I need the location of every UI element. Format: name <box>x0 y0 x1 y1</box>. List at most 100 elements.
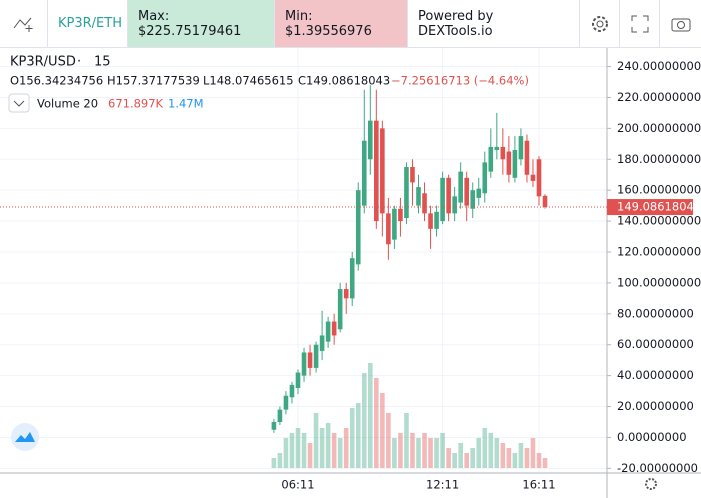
y-tick-label: 40.00000000 <box>617 368 694 382</box>
volume-bar <box>349 408 355 468</box>
settings-button[interactable] <box>580 0 620 47</box>
volume-bar <box>361 373 367 468</box>
volume-bar <box>434 438 439 468</box>
snapshot-button[interactable] <box>660 0 701 47</box>
indicator-button[interactable] <box>0 0 48 47</box>
candle-body <box>452 196 457 214</box>
y-tick-label: 0.00000000 <box>617 430 687 444</box>
volume-bar <box>404 413 409 468</box>
candle-body <box>343 289 349 299</box>
y-tick-label: 80.00000000 <box>617 306 694 320</box>
volume-bar <box>506 448 512 468</box>
price-tag <box>607 199 693 216</box>
volume-bar <box>277 453 283 468</box>
candle-body <box>301 352 307 376</box>
y-tick-label: 180.00000000 <box>617 152 701 166</box>
volume-bar <box>428 438 433 468</box>
icon <box>13 100 25 107</box>
volume-bar <box>386 413 391 468</box>
candle-body <box>404 167 409 218</box>
candle-body <box>500 146 506 160</box>
symbol: KP3R/USD <box>10 55 76 70</box>
x-tick-label: 12:11 <box>426 478 459 492</box>
icon <box>631 15 648 32</box>
legend-change: −7.25616713 (−4.64%) <box>391 74 529 88</box>
volume-bar <box>464 453 469 468</box>
volume-bar <box>283 438 289 468</box>
candle-body <box>458 171 463 203</box>
candle-body <box>428 213 433 229</box>
volume-bar <box>337 438 343 468</box>
y-tick-label: 240.00000000 <box>617 59 701 73</box>
volume-bar <box>446 448 451 468</box>
volume-bar <box>307 443 313 468</box>
x-tick-label: 16:11 <box>522 478 555 492</box>
volume-bar <box>410 433 415 468</box>
candle-body <box>313 344 319 368</box>
volume-bar <box>295 428 301 468</box>
candle-body <box>283 395 289 410</box>
max-label: Max: $225.75179461 <box>128 0 275 47</box>
candle-body <box>470 190 476 209</box>
y-tick-label: 220.00000000 <box>617 90 701 104</box>
y-tick-label: 200.00000000 <box>617 121 701 135</box>
candle-body <box>331 321 337 336</box>
volume-bar <box>422 433 427 468</box>
pair-label[interactable]: KP3R/ETH <box>48 0 128 47</box>
grid <box>0 48 607 473</box>
candle-body <box>512 150 518 178</box>
candle-body <box>446 177 451 214</box>
x-tick-label: 06:11 <box>281 478 314 492</box>
candle-body <box>361 140 367 206</box>
candle-body <box>319 335 325 351</box>
logo-button[interactable] <box>11 423 39 451</box>
volume-value: 671.897K <box>108 97 164 111</box>
legend-low: L148.07465615 <box>203 74 294 88</box>
volume-bar <box>392 438 397 468</box>
candle-body <box>536 159 542 197</box>
interval: 15 <box>94 55 111 70</box>
volume-name: Volume 20 <box>37 97 98 111</box>
volume-bar <box>458 443 463 468</box>
candle-body <box>271 422 277 430</box>
candle-body <box>422 193 427 214</box>
powered-label[interactable]: Powered by DEXTools.io <box>408 0 580 47</box>
candle-body <box>530 174 536 181</box>
candle-body <box>440 177 445 222</box>
candle-body <box>355 190 361 265</box>
volume-bar <box>500 443 506 468</box>
y-tick-label: 120.00000000 <box>617 245 701 259</box>
candle-body <box>337 289 343 330</box>
legend-close: C149.08618043 <box>298 74 390 88</box>
y-tick-label: 100.00000000 <box>617 275 701 289</box>
volume-bar <box>530 438 536 468</box>
volume-bar <box>343 428 349 468</box>
settings-icon[interactable] <box>645 478 657 490</box>
candle-body <box>380 128 385 214</box>
candle-body <box>277 409 283 422</box>
y-tick-label: 20.00000000 <box>617 399 694 413</box>
volume-bar <box>482 428 488 468</box>
volume-bar <box>470 448 476 468</box>
icon <box>13 17 32 32</box>
volume-bar <box>476 438 482 468</box>
candle-body <box>325 321 331 342</box>
volume-bar <box>374 378 379 468</box>
candle-body <box>289 384 295 398</box>
toolbar: KP3R/ETH Max: $225.75179461 Min: $1.3955… <box>0 0 701 48</box>
volume-bar <box>368 363 373 468</box>
volume-bar <box>416 438 421 468</box>
fullscreen-button[interactable] <box>620 0 660 47</box>
y-tick-label: 140.00000000 <box>617 214 701 228</box>
candle-body <box>518 136 524 160</box>
price-label: 149.08618043 <box>617 200 701 214</box>
candle-body <box>392 208 397 240</box>
volume-bar <box>355 403 361 468</box>
collapse-button[interactable] <box>8 93 30 113</box>
candle-body <box>494 146 500 150</box>
icon <box>671 18 690 31</box>
legend-open: O156.34234756 <box>10 74 103 88</box>
candle-body <box>488 146 494 172</box>
icon <box>592 15 608 32</box>
